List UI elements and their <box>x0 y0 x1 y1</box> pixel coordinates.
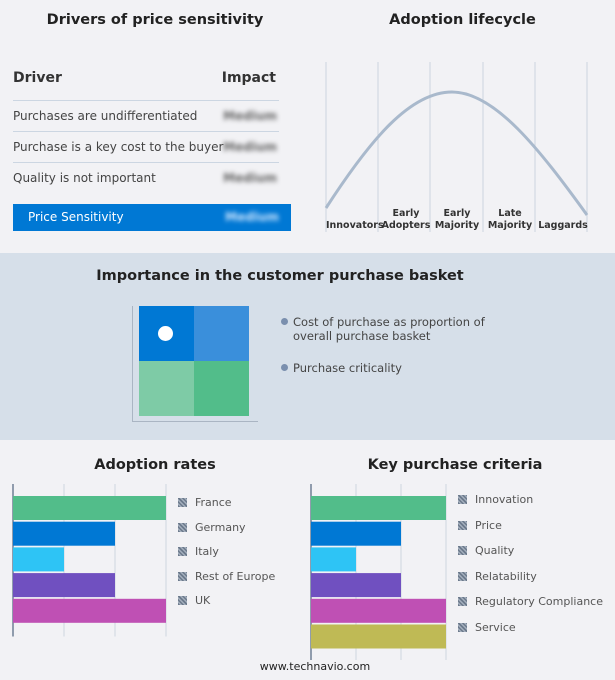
legend-item: Relatability <box>458 570 537 583</box>
driver-label: Purchase is a key cost to the buyer <box>13 140 224 154</box>
basket-title: Importance in the customer purchase bask… <box>96 268 464 284</box>
legend-swatch-icon <box>458 571 467 581</box>
legend-swatch-icon <box>178 522 187 532</box>
impact-col-header: Impact <box>221 70 276 86</box>
legend-swatch-icon <box>458 520 467 530</box>
legend-label: Regulatory Compliance <box>475 595 603 608</box>
driver-col-header: Driver <box>13 70 62 86</box>
legend-label: Germany <box>195 520 246 534</box>
legend-swatch-icon <box>178 498 187 507</box>
summary-impact: Medium <box>225 210 279 224</box>
matrix-cell <box>194 306 249 361</box>
legend-item: Regulatory Compliance <box>458 595 603 608</box>
price-sensitivity-row: Price Sensitivity Medium <box>13 204 291 231</box>
drivers-header: Driver Impact <box>13 70 279 101</box>
driver-label: Purchases are undifferentiated <box>13 109 198 123</box>
legend-swatch-icon <box>458 597 467 606</box>
driver-row: Purchases are undifferentiated Medium <box>13 101 279 132</box>
legend-swatch-icon <box>178 596 187 606</box>
drivers-title: Drivers of price sensitivity <box>46 12 264 28</box>
lifecycle-title: Adoption lifecycle <box>389 12 536 28</box>
legend-label: Price <box>475 518 502 532</box>
impact-value: Medium <box>223 109 277 123</box>
bar-relatability <box>311 573 401 598</box>
lifecycle-chart <box>324 62 589 232</box>
matrix-cell <box>139 306 194 361</box>
legend-label: Service <box>475 620 516 634</box>
driver-label: Quality is not important <box>13 171 156 185</box>
legend-swatch-icon <box>178 571 187 581</box>
bar-innovation <box>311 496 446 520</box>
summary-label: Price Sensitivity <box>28 210 124 224</box>
legend-item: France <box>178 496 232 509</box>
bar-price <box>311 521 401 546</box>
matrix-cell <box>194 361 249 416</box>
legend-label: Italy <box>195 545 219 559</box>
legend-swatch-icon <box>458 495 467 504</box>
adoption-curve <box>324 90 589 216</box>
legend-label: Innovation <box>475 493 534 506</box>
bar-service <box>311 624 446 649</box>
bar-regulatory-compliance <box>311 598 446 623</box>
legend-label: UK <box>195 594 211 608</box>
kpc-title: Key purchase criteria <box>367 457 543 473</box>
legend-swatch-icon <box>178 547 187 557</box>
bar-uk <box>13 598 166 623</box>
legend-item: Service <box>458 621 516 634</box>
bar-italy <box>13 547 64 572</box>
bar-germany <box>13 521 115 546</box>
basket-legend-criticality: Purchase criticality <box>293 361 402 375</box>
driver-row: Purchase is a key cost to the buyer Mediu… <box>13 132 279 163</box>
legend-item: Quality <box>458 544 514 557</box>
stage-label: Early Majority <box>434 208 480 231</box>
bar-charts <box>12 484 447 660</box>
legend-label: Rest of Europe <box>195 569 276 583</box>
legend-item: Price <box>458 519 502 532</box>
impact-value: Medium <box>223 140 277 154</box>
legend-label: Relatability <box>475 569 537 583</box>
legend-label: France <box>195 496 232 509</box>
adoption-rates-title: Adoption rates <box>94 457 216 473</box>
footer-url: www.technavio.com <box>259 660 371 673</box>
legend-label: Quality <box>475 544 515 557</box>
bar-rest-of-europe <box>13 573 115 598</box>
stage-label: Early Adopters <box>381 208 431 231</box>
bar-france <box>13 496 166 520</box>
driver-row: Quality is not important Medium <box>13 163 279 194</box>
stage-label: Innovators <box>326 220 384 231</box>
bar-quality <box>311 547 356 572</box>
legend-item: Rest of Europe <box>178 570 275 583</box>
basket-legend-cost: Cost of purchase as proportion of overal… <box>293 315 485 343</box>
impact-value: Medium <box>223 171 277 185</box>
basket-section <box>0 253 615 440</box>
matrix-cell <box>139 361 194 416</box>
stage-label: Late Majority <box>487 208 533 231</box>
legend-item: Italy <box>178 545 219 558</box>
legend-item: Germany <box>178 521 246 534</box>
position-marker <box>158 326 173 341</box>
legend-item: Innovation <box>458 493 533 506</box>
legend-swatch-icon <box>458 546 467 555</box>
legend-item: UK <box>178 594 210 607</box>
legend-swatch-icon <box>458 622 467 632</box>
stage-label: Laggards <box>538 220 588 231</box>
